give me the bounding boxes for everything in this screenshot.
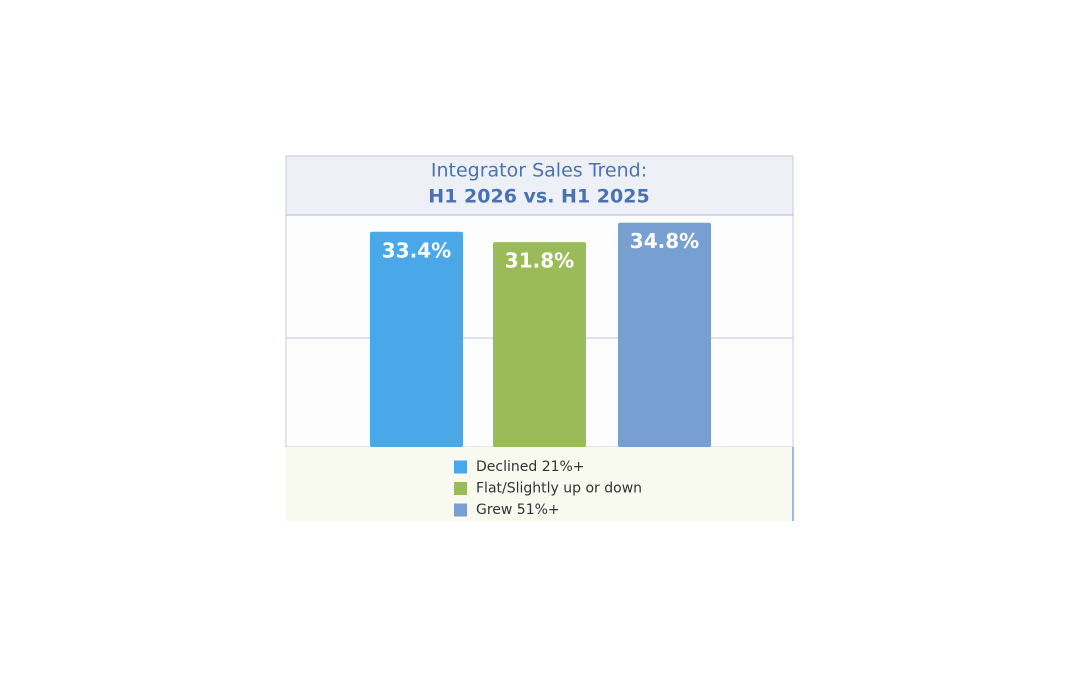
data-label: 34.8%	[630, 229, 699, 253]
data-label: 31.8%	[505, 249, 574, 273]
title-band	[285, 155, 794, 216]
chart-subtitle: H1 2026 vs. H1 2025	[428, 186, 649, 208]
legend-label: Flat/Slightly up or down	[476, 481, 642, 497]
legend-swatch	[454, 460, 467, 474]
legend-swatch	[454, 503, 467, 517]
legend-swatch	[454, 482, 467, 495]
bar	[370, 231, 463, 447]
legend-label: Declined 21%+	[476, 459, 585, 475]
bar	[618, 222, 711, 447]
bar	[493, 242, 586, 447]
legend-label: Grew 51%+	[476, 502, 560, 518]
chart-title: Integrator Sales Trend:	[431, 160, 647, 182]
legend-area	[286, 447, 793, 521]
data-label: 33.4%	[382, 238, 451, 262]
